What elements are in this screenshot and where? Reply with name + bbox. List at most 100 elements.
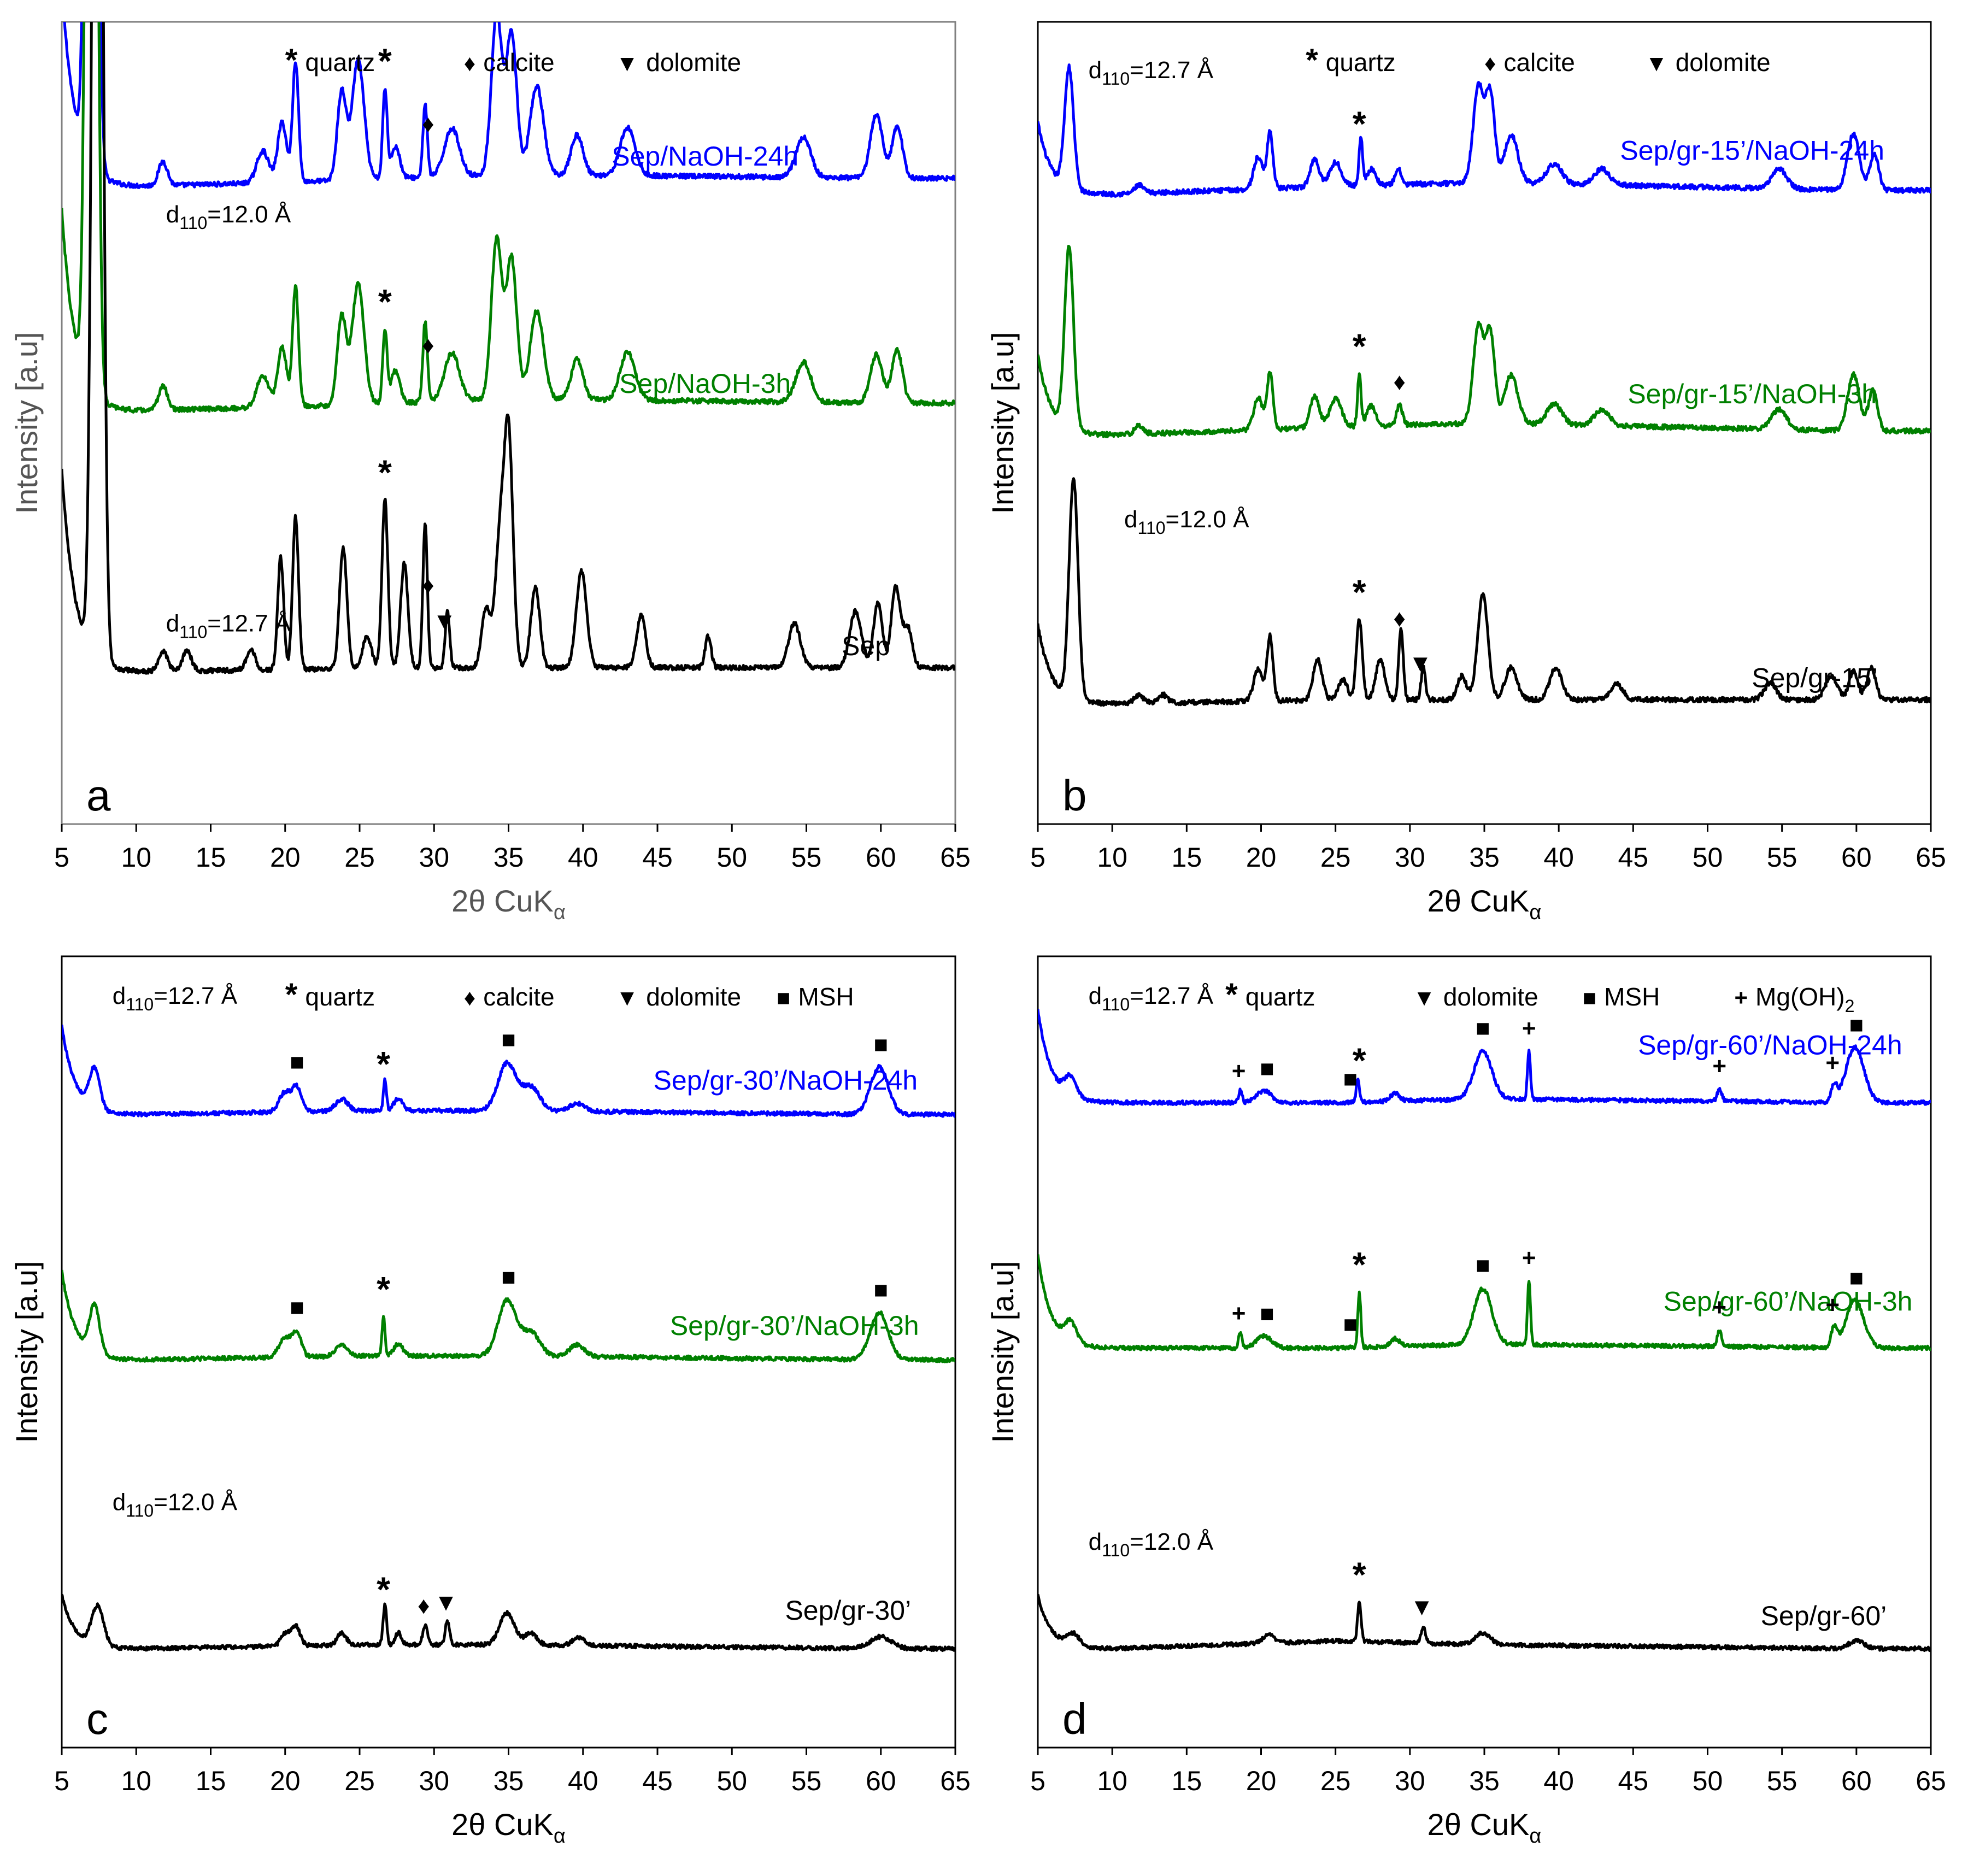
legend-symbol: *: [1225, 977, 1238, 1013]
peak-marker: ▼: [434, 1589, 458, 1616]
peak-marker: *: [1353, 1245, 1366, 1284]
legend-symbol: ♦: [464, 985, 475, 1010]
y-axis-label: Intensity [a.u]: [985, 332, 1020, 514]
x-tick-label: 5: [54, 842, 69, 873]
series-label: Sep/gr-30’/NaOH-3h: [670, 1310, 919, 1341]
x-tick-label: 5: [54, 1766, 69, 1796]
d-symbol: d: [113, 1489, 126, 1516]
d-symbol: d: [113, 983, 126, 1009]
legend-symbol: ▼: [616, 985, 639, 1010]
legend-symbol: ■: [777, 985, 790, 1010]
peak-marker: ■: [873, 1031, 888, 1058]
peak-marker: ▼: [1408, 650, 1432, 677]
legend-label: MSH: [1604, 983, 1660, 1011]
peak-marker: +: [1522, 1245, 1536, 1272]
legend-label: Mg(OH): [1755, 983, 1845, 1011]
x-tick-label: 40: [568, 842, 598, 873]
y-axis-label: Intensity [a.u]: [9, 1261, 44, 1443]
legend-entry: ▼ dolomite: [1413, 983, 1538, 1011]
x-tick-label: 55: [1767, 842, 1797, 873]
legend-entry: * quartz: [1225, 977, 1315, 1013]
peak-marker: ■: [290, 1294, 304, 1321]
x-tick-label: 20: [1246, 842, 1277, 873]
x-tick-label: 35: [494, 842, 524, 873]
series-label: Sep/NaOH-3h: [619, 368, 791, 399]
x-tick-label: 15: [196, 842, 226, 873]
x-axis-label: 2θ CuKα: [1427, 884, 1542, 924]
x-tick-label: 25: [1320, 1766, 1351, 1796]
peak-marker: ♦: [1394, 605, 1406, 632]
d-subscript: 110: [126, 1501, 154, 1521]
series-label: Sep: [842, 631, 890, 661]
peak-marker: *: [1353, 327, 1366, 366]
d-value: =12.7 Å: [1130, 983, 1214, 1009]
x-tick-label: 65: [1916, 842, 1946, 873]
legend-label: dolomite: [646, 48, 741, 77]
x-tick-label: 40: [1543, 1766, 1574, 1796]
d-symbol: d: [1089, 57, 1102, 84]
d-subscript: 110: [1102, 995, 1130, 1014]
legend-symbol: *: [285, 43, 298, 78]
peak-marker: ■: [290, 1049, 304, 1075]
legend-entry: * quartz: [285, 977, 375, 1013]
series-label: Sep/gr-60’: [1761, 1601, 1887, 1631]
peak-marker: ♦: [1394, 368, 1406, 395]
y-axis-label: Intensity [a.u]: [985, 1261, 1020, 1443]
x-tick-label: 55: [1767, 1766, 1797, 1796]
panel-letter: c: [86, 1695, 108, 1743]
x-tick-label: 5: [1030, 842, 1045, 873]
d-subscript: 110: [179, 213, 207, 233]
chart-panel-b: Sep/gr-15’/NaOH-24h*d110=12.7 ÅSep/gr-15…: [985, 21, 1946, 924]
legend-label: quartz: [305, 48, 375, 77]
x-tick-label: 10: [1097, 1766, 1127, 1796]
legend-entry: ▼ dolomite: [616, 983, 741, 1011]
series-line-0: [1038, 63, 1931, 198]
peak-marker: ♦: [422, 110, 434, 137]
d-spacing-label: d110=12.7 Å: [113, 983, 238, 1014]
d-symbol: d: [166, 201, 179, 228]
d-value: =12.7 Å: [1130, 57, 1214, 84]
panel-letter: b: [1062, 771, 1087, 820]
peak-marker: +: [1232, 1300, 1246, 1327]
x-tick-label: 35: [1469, 842, 1500, 873]
x-tick-label: 30: [1395, 842, 1425, 873]
peak-marker: ■: [873, 1277, 888, 1303]
d-subscript: 110: [1138, 518, 1166, 538]
x-tick-label: 60: [1841, 842, 1872, 873]
peak-marker: ♦: [418, 1592, 430, 1619]
x-tick-label: 15: [1172, 842, 1202, 873]
legend-label: MSH: [798, 983, 854, 1011]
x-axis-label-sub: α: [554, 901, 566, 924]
legend-symbol: ▼: [1645, 50, 1668, 76]
x-tick-label: 15: [1172, 1766, 1202, 1796]
peak-marker: ■: [1476, 1252, 1490, 1279]
peak-marker: *: [378, 282, 392, 321]
d-subscript: 110: [126, 995, 154, 1014]
x-tick-label: 65: [1916, 1766, 1946, 1796]
series-line-2: [62, 22, 955, 675]
series-line-0: [62, 1024, 955, 1118]
peak-marker: ■: [1849, 1011, 1864, 1038]
legend-label: calcite: [483, 48, 554, 77]
panel-letter: d: [1062, 1695, 1087, 1743]
chart-panel-c: Sep/gr-30’/NaOH-24h■ *■ ■d110=12.7 ÅSep/gr…: [9, 955, 971, 1848]
legend-entry: ■ MSH: [1583, 983, 1660, 1011]
x-tick-label: 35: [494, 1766, 524, 1796]
legend-entry: ▼ dolomite: [1645, 48, 1770, 77]
series-line-0: [63, 22, 955, 189]
d-symbol: d: [1089, 1528, 1102, 1555]
x-tick-label: 25: [344, 842, 375, 873]
series-label: Sep/gr-15’: [1752, 662, 1878, 693]
x-tick-label: 20: [1246, 1766, 1277, 1796]
x-axis-label: 2θ CuKα: [451, 884, 566, 924]
x-tick-label: 60: [1841, 1766, 1872, 1796]
x-tick-label: 50: [716, 1766, 747, 1796]
legend-entry: ♦ calcite: [464, 983, 555, 1011]
series-line-2: [1038, 477, 1931, 707]
peak-marker: *: [378, 42, 392, 81]
x-tick-label: 25: [344, 1766, 375, 1796]
x-tick-label: 50: [1693, 842, 1723, 873]
x-tick-label: 20: [270, 1766, 301, 1796]
d-symbol: d: [1089, 983, 1102, 1009]
